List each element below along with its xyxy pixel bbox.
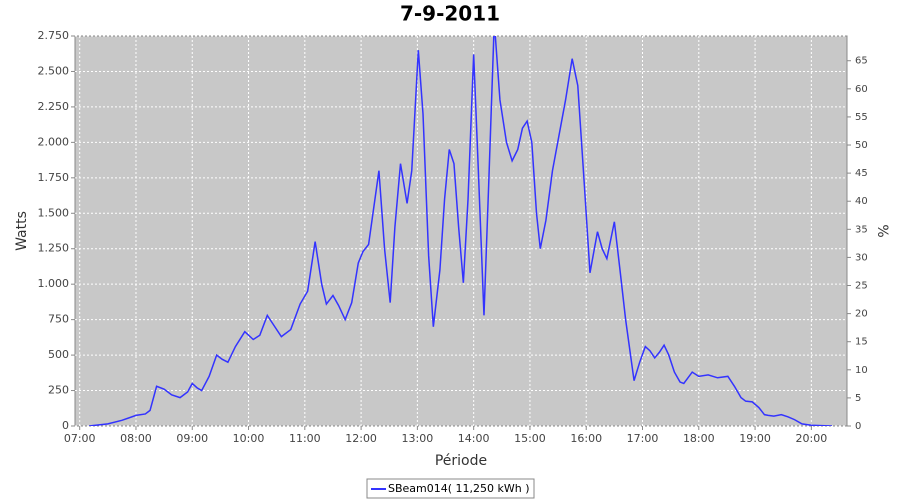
y-tick-label: 0 xyxy=(62,419,69,432)
x-tick-label: 15:00 xyxy=(514,432,546,445)
y-tick-label: 2.750 xyxy=(38,29,70,42)
y-tick-label: 500 xyxy=(48,348,69,361)
x-tick-label: 08:00 xyxy=(120,432,152,445)
data-line xyxy=(88,36,833,426)
y-tick-label: 1.500 xyxy=(38,206,70,219)
y2-tick-label: 10 xyxy=(855,365,868,376)
y-tick-label: 1.250 xyxy=(38,242,70,255)
y2-tick-label: 25 xyxy=(855,281,868,292)
legend-label: SBeam014( 11,250 kWh ) xyxy=(388,482,530,495)
x-tick-label: 20:00 xyxy=(796,432,828,445)
y-tick-label: 2.500 xyxy=(38,64,70,77)
x-tick-label: 13:00 xyxy=(402,432,434,445)
y2-tick-label: 35 xyxy=(855,224,868,235)
x-tick-label: 14:00 xyxy=(458,432,490,445)
x-tick-label: 18:00 xyxy=(683,432,715,445)
y2-tick-label: 65 xyxy=(855,56,868,67)
x-axis-label: Période xyxy=(435,453,487,469)
y-axis-label: Watts xyxy=(14,211,30,251)
y2-tick-label: 0 xyxy=(855,421,861,432)
x-tick-label: 17:00 xyxy=(627,432,659,445)
x-tick-label: 07:00 xyxy=(64,432,96,445)
y2-tick-label: 5 xyxy=(855,393,861,404)
y2-tick-label: 50 xyxy=(855,140,868,151)
y2-tick-label: 55 xyxy=(855,112,868,123)
y-tick-label: 1.750 xyxy=(38,171,70,184)
chart-title: 7-9-2011 xyxy=(400,2,500,26)
y2-tick-label: 30 xyxy=(855,252,868,263)
legend: SBeam014( 11,250 kWh ) xyxy=(366,478,535,499)
y-tick-label: 2.000 xyxy=(38,135,70,148)
x-tick-label: 10:00 xyxy=(233,432,265,445)
x-tick-label: 19:00 xyxy=(739,432,771,445)
y-tick-label: 1.000 xyxy=(38,277,70,290)
y-tick-label: 250 xyxy=(48,384,69,397)
legend-box xyxy=(366,478,535,499)
x-tick-label: 16:00 xyxy=(570,432,602,445)
y2-tick-label: 40 xyxy=(855,196,868,207)
y-tick-label: 2.250 xyxy=(38,100,70,113)
plot-area xyxy=(74,35,848,427)
y2-tick-label: 15 xyxy=(855,337,868,348)
y2-axis-label: % xyxy=(874,224,890,237)
y-tick-label: 750 xyxy=(48,313,69,326)
y2-tick-label: 45 xyxy=(855,168,868,179)
y2-tick-label: 60 xyxy=(855,84,868,95)
x-tick-label: 09:00 xyxy=(176,432,208,445)
y2-tick-label: 20 xyxy=(855,309,868,320)
x-tick-label: 11:00 xyxy=(289,432,321,445)
x-tick-label: 12:00 xyxy=(345,432,377,445)
